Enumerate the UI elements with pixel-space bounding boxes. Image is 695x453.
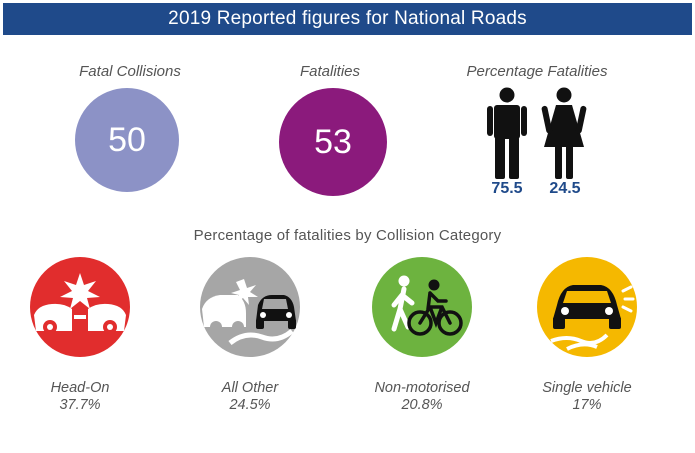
fatalities-label: Fatalities: [299, 63, 361, 80]
male-percentage: 75.5: [491, 180, 523, 197]
fatal-collisions-circle: 50: [75, 88, 179, 192]
page-title: 2019 Reported figures for National Roads: [168, 8, 527, 29]
category-label: Head-On 37.7%: [5, 380, 155, 414]
head-on-collision-icon: [30, 257, 130, 357]
fatalities-value: 53: [314, 122, 352, 161]
fatal-collisions-label: Fatal Collisions: [79, 63, 181, 80]
category-value: 37.7%: [59, 397, 101, 413]
male-figure-icon: [487, 87, 527, 179]
female-figure-icon: [541, 87, 587, 179]
category-name: All Other: [221, 380, 279, 396]
category-label: Non-motorised 20.8%: [347, 380, 497, 414]
category-value: 24.5%: [229, 397, 271, 413]
skidding-car-icon: [537, 257, 637, 357]
other-collision-icon: [200, 257, 300, 357]
category-value: 20.8%: [401, 397, 443, 413]
category-name: Single vehicle: [542, 380, 632, 396]
category-label: Single vehicle 17%: [512, 380, 662, 414]
fatalities-circle: 53: [279, 88, 387, 196]
category-value: 17%: [572, 397, 602, 413]
page-title-banner: 2019 Reported figures for National Roads: [3, 3, 692, 35]
female-percentage: 24.5: [549, 180, 581, 197]
category-section-title: Percentage of fatalities by Collision Ca…: [193, 227, 502, 244]
percentage-fatalities-label: Percentage Fatalities: [466, 63, 608, 80]
fatal-collisions-value: 50: [108, 120, 146, 159]
category-name: Non-motorised: [374, 380, 470, 396]
category-label: All Other 24.5%: [175, 380, 325, 414]
category-name: Head-On: [50, 380, 110, 396]
pedestrian-cyclist-icon: [372, 257, 472, 357]
